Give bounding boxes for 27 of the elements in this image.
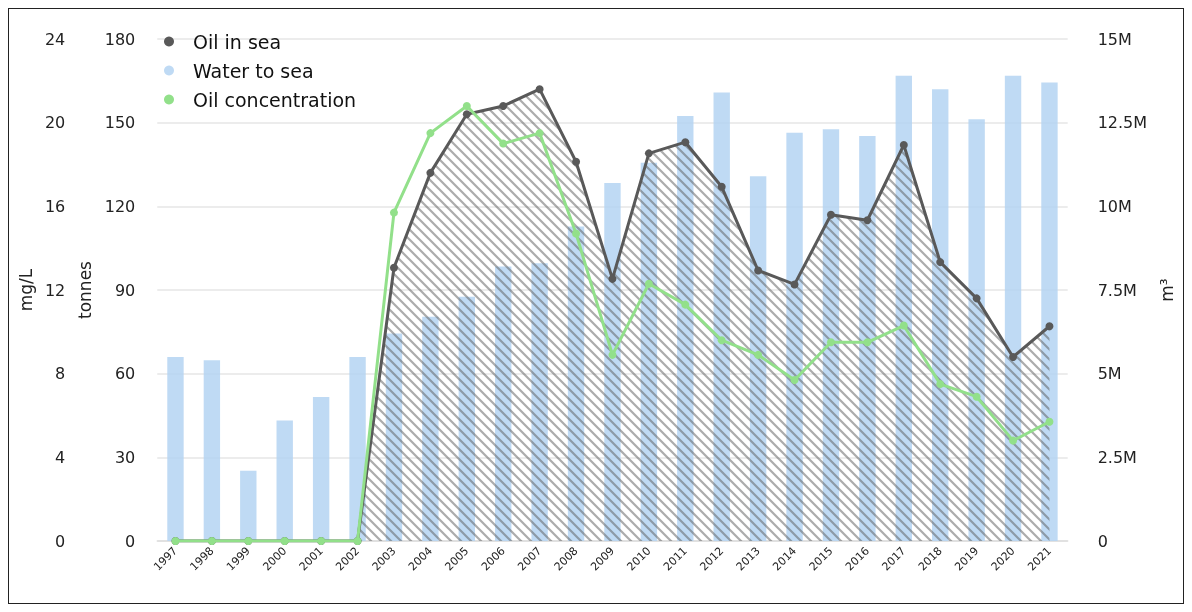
y3-tick-label: 24 [44,29,66,49]
y3-tick-label: 20 [44,113,66,133]
y-tick-label: 90 [114,280,136,300]
y2-tick-label: 15M [1097,29,1132,49]
y2-tick-label: 2.5M [1097,447,1137,467]
y-tick-label: 0 [125,531,136,551]
y-tick-label: 180 [104,29,136,49]
y-tick-label: 30 [114,447,136,467]
legend-label: Oil concentration [193,88,357,111]
y2-tick-label: 0 [1097,531,1108,551]
y3-tick-label: 4 [55,447,66,467]
y3-tick-label: 8 [55,364,66,384]
y-tick-label: 150 [104,113,136,133]
y2-tick-label: 5M [1097,364,1122,384]
y3-tick-label: 12 [44,280,66,300]
legend-label: Oil in sea [193,30,282,53]
y-axis-title: tonnes [75,260,96,319]
y-tick-label: 60 [114,364,136,384]
y3-axis-title: mg/L [15,268,36,312]
legend-label: Water to sea [193,59,314,82]
y2-axis-title: m³ [1156,278,1177,302]
y2-tick-label: 12.5M [1097,113,1148,133]
y2-tick-label: 10M [1097,196,1132,216]
y3-tick-label: 0 [55,531,66,551]
y-tick-label: 120 [104,196,136,216]
y3-tick-label: 16 [44,196,66,216]
y2-tick-label: 7.5M [1097,280,1137,300]
